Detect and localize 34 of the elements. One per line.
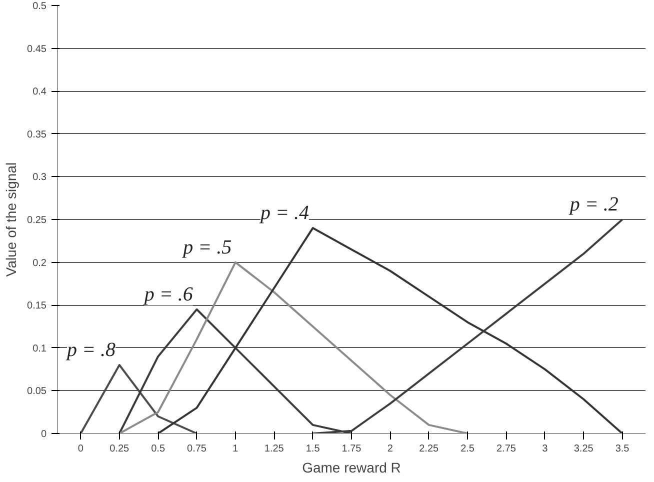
y-tick-label: 0.1 (32, 343, 47, 354)
x-tick-label: 3 (542, 444, 548, 454)
x-tick-label: 2.5 (460, 444, 475, 454)
x-tick-label: 1.5 (306, 444, 320, 454)
x-tick-label: 0.75 (187, 444, 207, 454)
x-tick-label: 3.5 (615, 444, 630, 454)
y-tick-label: 0.2 (32, 258, 47, 269)
x-tick-label: 0 (78, 444, 84, 454)
x-tick-label: 3.25 (574, 444, 594, 454)
x-tick-label: 1.25 (264, 444, 284, 454)
y-tick-label: 0.5 (32, 1, 47, 12)
x-tick-label: 2.25 (419, 444, 440, 454)
x-tick-label: 0.5 (151, 444, 166, 454)
x-tick-label: 2.75 (496, 444, 516, 454)
x-tick-label: 0.25 (110, 444, 130, 454)
y-tick-label: 0.15 (27, 300, 47, 312)
series-label: p = .8 (65, 339, 116, 362)
y-tick-label: 0.35 (27, 129, 47, 140)
x-tick-label: 2 (387, 444, 394, 454)
series-label: p = .6 (142, 283, 193, 306)
y-tick-label: 0 (40, 429, 47, 440)
x-tick-label: 1 (232, 444, 239, 454)
x-axis-title: Game reward R (302, 460, 401, 476)
series-label: p = .4 (258, 202, 309, 224)
y-axis-title: Value of the signal (3, 162, 20, 277)
line-series (118, 261, 469, 434)
y-tick-label: 0.45 (27, 44, 47, 55)
series-label: p = .2 (568, 194, 618, 216)
y-tick-label: 0.3 (32, 172, 47, 184)
y-tick-label: 0.4 (32, 86, 47, 98)
x-tick-label: 1.75 (342, 444, 362, 454)
y-tick-label: 0.25 (27, 215, 47, 226)
series-label: p = .5 (181, 236, 232, 258)
y-tick-label: 0.05 (27, 386, 47, 398)
